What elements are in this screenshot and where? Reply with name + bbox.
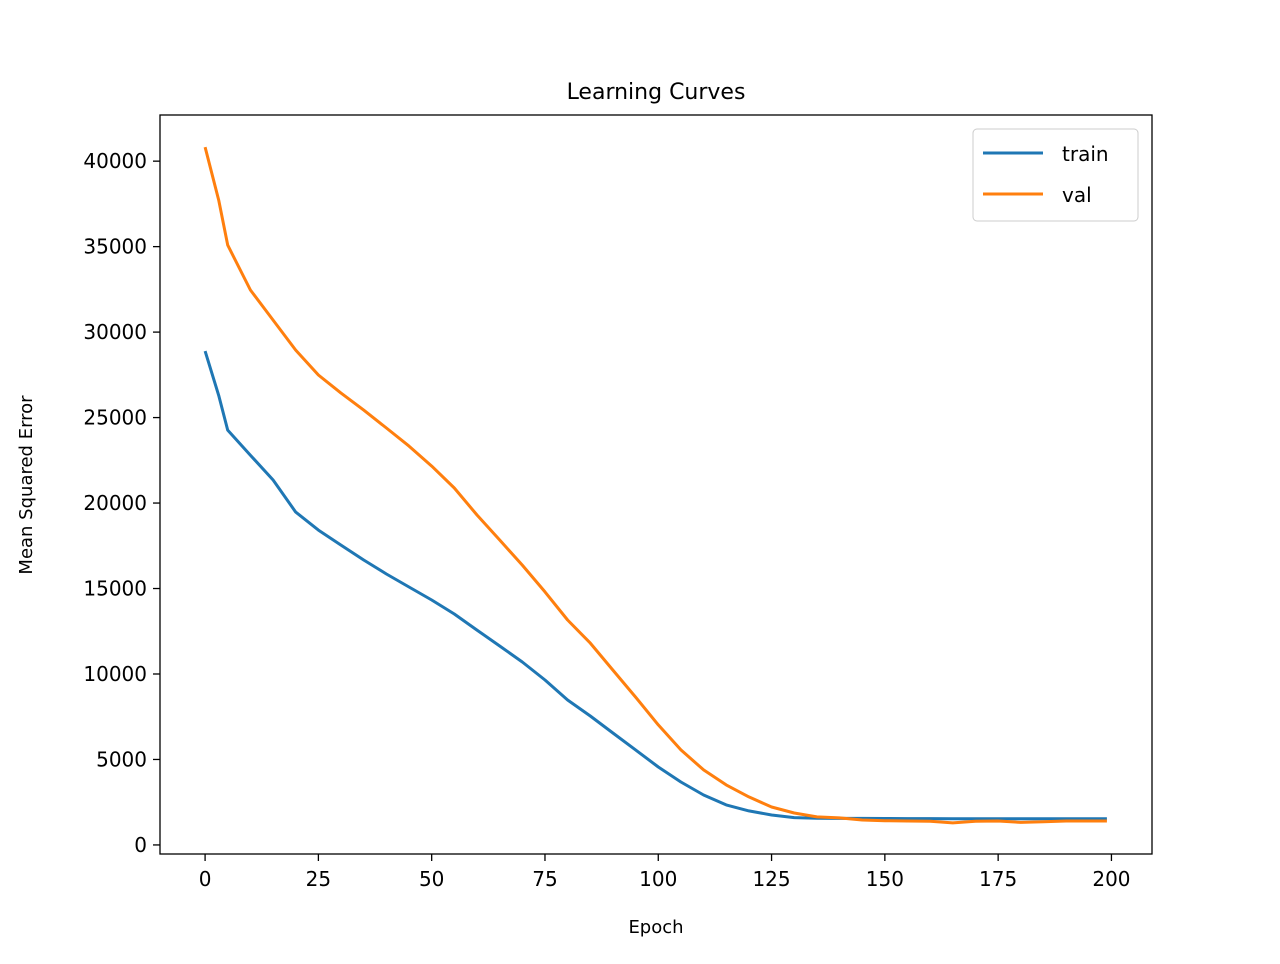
x-axis: 0 25 50 75 100 125 150 175 200 [199, 854, 1131, 891]
y-tick-label: 25000 [83, 406, 147, 430]
y-axis: 0 5000 10000 15000 20000 25000 30000 35000 40000 [83, 149, 160, 857]
x-tick-label: 175 [979, 867, 1017, 891]
x-tick-label: 200 [1092, 867, 1130, 891]
y-tick-label: 30000 [83, 320, 147, 344]
y-tick-label: 35000 [83, 235, 147, 259]
x-tick-label: 100 [639, 867, 677, 891]
series-line-train [203, 350, 1107, 821]
chart-title: Learning Curves [567, 80, 746, 105]
x-axis-label: Epoch [628, 917, 683, 938]
y-axis-label: Mean Squared Error [16, 395, 37, 575]
y-tick-label: 15000 [83, 577, 147, 601]
x-tick-label: 125 [752, 867, 790, 891]
series-line-val [203, 146, 1107, 825]
plot-area [203, 146, 1107, 825]
y-tick-label: 0 [134, 833, 147, 857]
legend-label-val: val [1062, 183, 1092, 207]
y-tick-label: 20000 [83, 491, 147, 515]
x-tick-label: 50 [419, 867, 444, 891]
y-tick-label: 10000 [83, 662, 147, 686]
legend-label-train: train [1062, 142, 1109, 166]
x-tick-label: 75 [532, 867, 557, 891]
y-tick-label: 40000 [83, 149, 147, 173]
legend-box [972, 128, 1139, 222]
x-tick-label: 0 [199, 867, 212, 891]
axes-frame [159, 114, 1153, 855]
y-tick-label: 5000 [96, 747, 147, 771]
x-tick-label: 25 [306, 867, 331, 891]
x-tick-label: 150 [866, 867, 904, 891]
legend: train val [972, 128, 1139, 222]
